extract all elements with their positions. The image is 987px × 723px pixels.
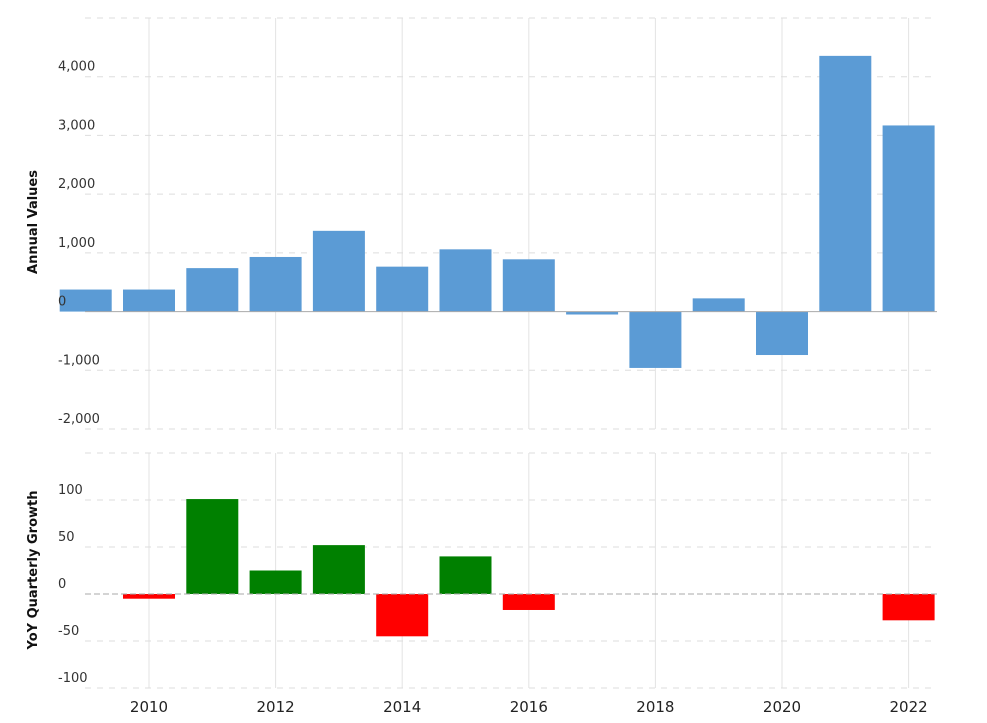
bar-2017 xyxy=(566,311,619,315)
x-tick-label: 2022 xyxy=(890,698,928,716)
bar-2012 xyxy=(249,256,302,312)
y-tick-label: 1,000 xyxy=(58,236,95,251)
bottom-panel-bars xyxy=(123,499,935,637)
bar-2011 xyxy=(186,268,239,312)
bar-2010 xyxy=(123,594,175,599)
bar-2009 xyxy=(59,289,112,312)
y-tick-label: 2,000 xyxy=(58,177,95,192)
bar-2022 xyxy=(882,125,935,312)
bar-2022 xyxy=(882,594,935,621)
bar-2015 xyxy=(439,556,492,594)
top-panel-gridlines xyxy=(85,17,937,430)
y-tick-label: -50 xyxy=(58,624,79,639)
top-panel-bars xyxy=(59,55,935,368)
bar-2018 xyxy=(629,311,682,368)
bar-2016 xyxy=(502,594,555,610)
y-tick-label: 50 xyxy=(58,530,75,545)
bar-2020 xyxy=(756,311,808,356)
x-tick-label: 2018 xyxy=(636,698,674,716)
y-tick-label: -1,000 xyxy=(58,353,100,368)
x-tick-label: 2010 xyxy=(130,698,168,716)
bar-2013 xyxy=(312,545,365,594)
y-tick-label: -2,000 xyxy=(58,412,100,427)
y-tick-label: -100 xyxy=(58,671,88,686)
x-tick-label: 2012 xyxy=(257,698,295,716)
bottom-panel-y-ticks: -100 -50 0 50 100 xyxy=(58,483,88,686)
x-tick-label: 2020 xyxy=(763,698,801,716)
bar-2010 xyxy=(123,289,175,312)
y-tick-label: 4,000 xyxy=(58,60,95,75)
x-tick-label: 2016 xyxy=(510,698,548,716)
bottom-panel-y-label: YoY Quarterly Growth xyxy=(26,491,41,651)
bottom-panel-gridlines xyxy=(85,452,937,689)
y-tick-label: 0 xyxy=(58,577,66,592)
bar-2019 xyxy=(692,298,745,312)
bar-2016 xyxy=(502,259,555,312)
bar-2012 xyxy=(249,570,302,594)
x-tick-label: 2014 xyxy=(383,698,421,716)
y-tick-label: 0 xyxy=(58,295,66,310)
bar-2014 xyxy=(376,266,429,312)
bar-2013 xyxy=(312,230,365,312)
top-panel-y-ticks: -2,000 -1,000 0 1,000 2,000 3,000 4,000 xyxy=(58,60,100,427)
bar-2021 xyxy=(819,55,872,312)
bar-2014 xyxy=(376,594,429,637)
y-tick-label: 100 xyxy=(58,483,83,498)
y-tick-label: 3,000 xyxy=(58,118,95,133)
top-panel-y-label: Annual Values xyxy=(26,170,41,274)
x-axis-ticks: 2010 2012 2014 2016 2018 2020 2022 xyxy=(130,698,928,716)
bar-2011 xyxy=(186,499,239,594)
bar-2015 xyxy=(439,249,492,312)
